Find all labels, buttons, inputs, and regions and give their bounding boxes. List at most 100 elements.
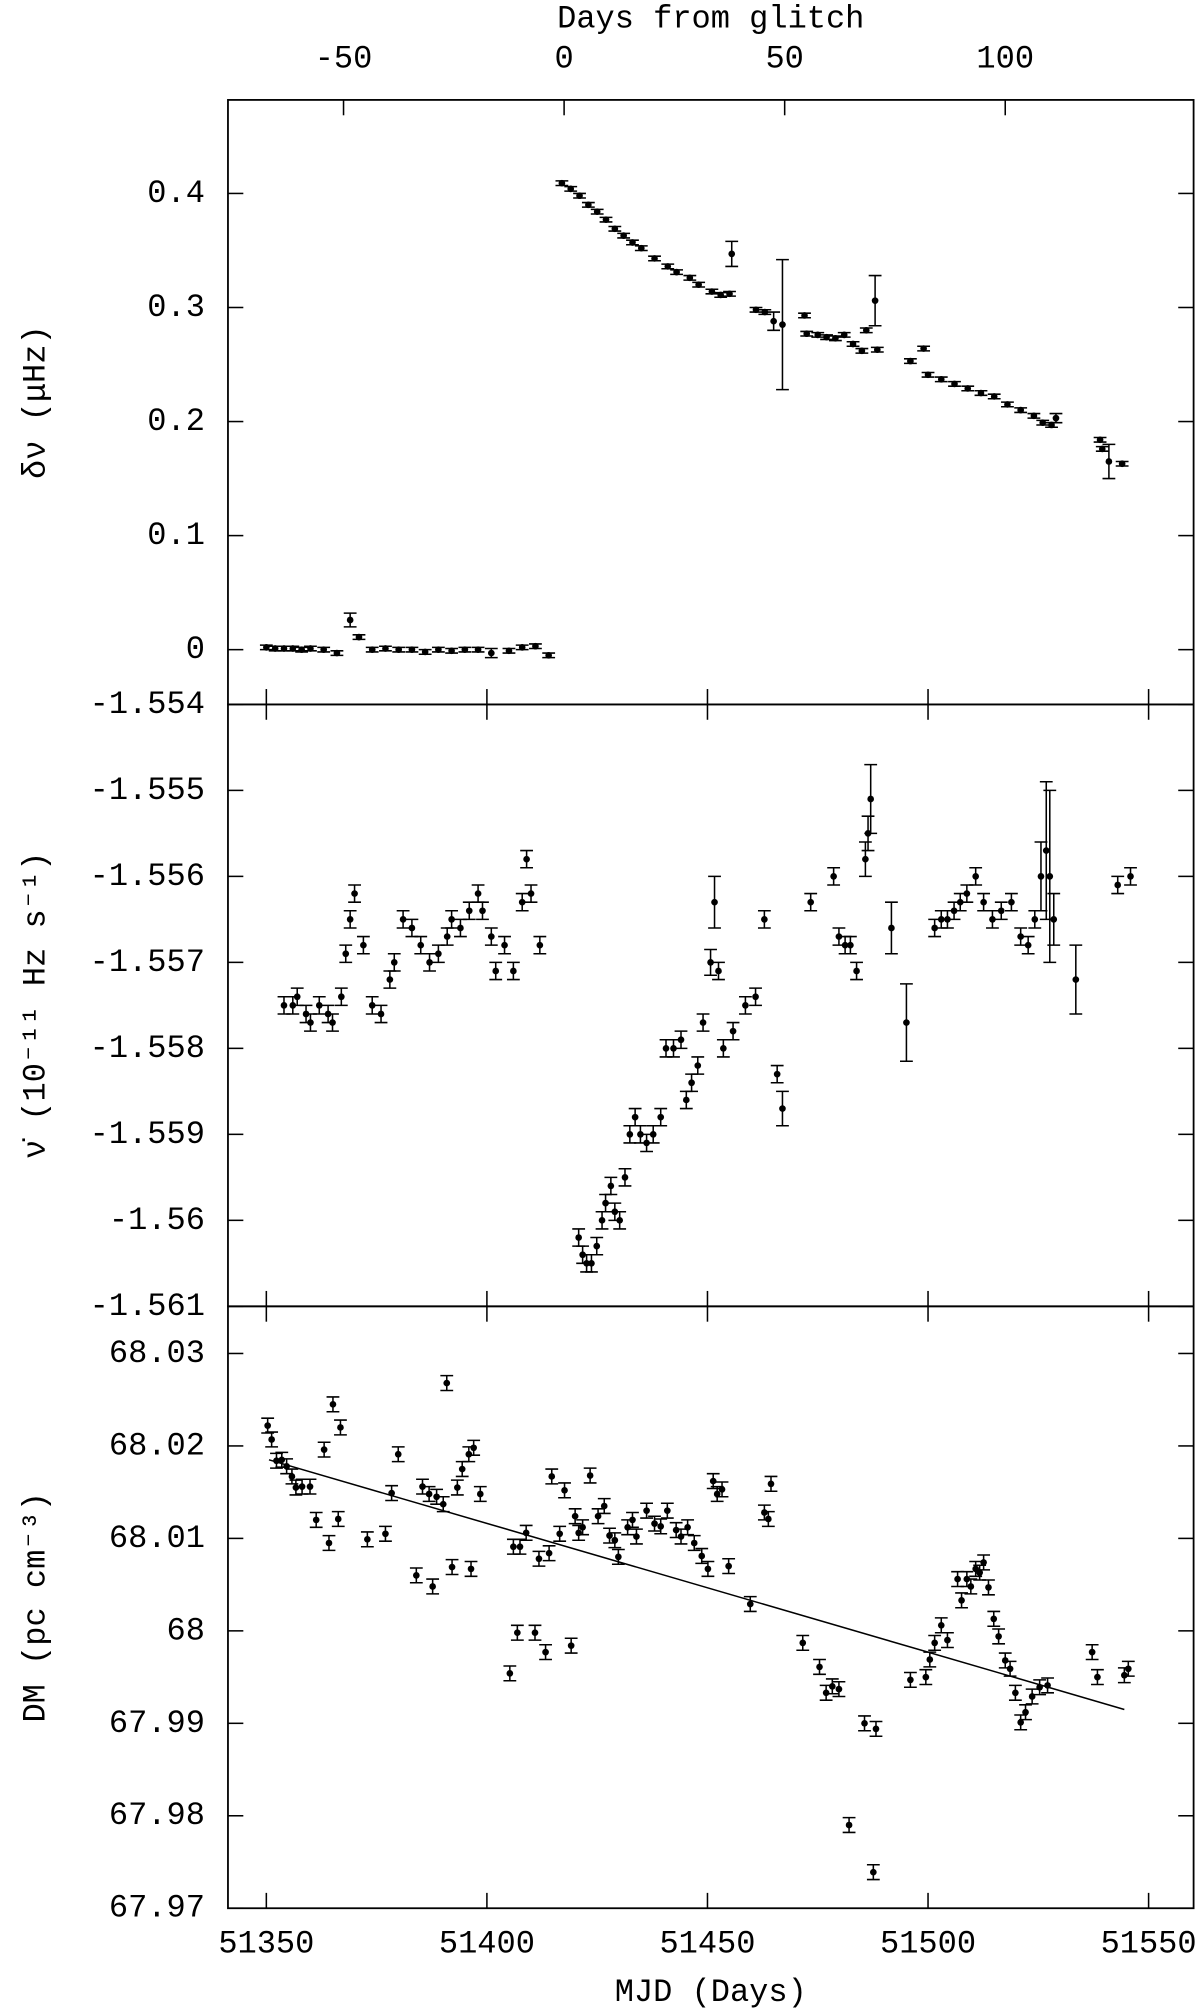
- data-point: [1088, 1648, 1096, 1656]
- data-point: [518, 898, 526, 906]
- data-point: [1012, 1689, 1019, 1697]
- data-point: [467, 1565, 475, 1573]
- data-point: [268, 1436, 275, 1443]
- data-point: [673, 268, 680, 276]
- data-point: [492, 967, 500, 975]
- data-point: [329, 1019, 336, 1026]
- data-point: [1037, 873, 1045, 880]
- data-point: [1008, 898, 1015, 906]
- data-point: [643, 1507, 650, 1514]
- data-point: [435, 950, 442, 958]
- data-point: [651, 255, 658, 262]
- data-point: [576, 192, 583, 200]
- data-point: [448, 916, 455, 923]
- data-point: [548, 1473, 556, 1480]
- data-point: [598, 1217, 606, 1224]
- top-tick-label: 0: [555, 40, 574, 77]
- data-point: [288, 1473, 296, 1480]
- data-point: [924, 371, 932, 379]
- data-point: [980, 898, 987, 906]
- data-point: [972, 873, 980, 880]
- data-point: [695, 281, 702, 289]
- data-point: [516, 1543, 524, 1551]
- data-point: [765, 1515, 772, 1523]
- data-point: [620, 232, 627, 239]
- data-point: [523, 855, 530, 863]
- data-point: [579, 1523, 586, 1531]
- data-point: [907, 357, 914, 365]
- data-point: [458, 1465, 466, 1473]
- data-point: [770, 317, 777, 325]
- data-point: [662, 1045, 670, 1052]
- data-point: [346, 616, 354, 624]
- y-tick-label: -1.558: [90, 1030, 205, 1067]
- data-point: [631, 1113, 639, 1121]
- data-point: [439, 1500, 447, 1508]
- data-point: [807, 898, 815, 906]
- fit-line: [268, 1459, 1125, 1711]
- data-point: [870, 1868, 877, 1876]
- data-point: [752, 306, 760, 314]
- data-point: [663, 1507, 671, 1514]
- data-point: [377, 1010, 385, 1018]
- data-point: [454, 1484, 461, 1491]
- data-point: [845, 1821, 853, 1829]
- data-point: [536, 941, 544, 949]
- data-point: [306, 1483, 314, 1490]
- data-point: [698, 1552, 706, 1560]
- data-point: [858, 347, 866, 355]
- y-axis-label: ν̇ (10⁻¹¹ Hz s⁻¹): [17, 852, 54, 1159]
- data-point: [708, 288, 716, 295]
- data-point: [527, 890, 535, 897]
- data-point: [1017, 406, 1025, 414]
- data-point: [637, 244, 645, 252]
- data-point: [746, 1600, 754, 1608]
- data-point: [828, 1683, 836, 1690]
- data-point: [964, 385, 972, 392]
- data-point: [320, 1446, 328, 1453]
- y-tick-label: 0.4: [147, 175, 205, 212]
- data-point: [474, 646, 482, 653]
- data-point: [726, 290, 733, 298]
- data-point: [531, 1629, 539, 1637]
- data-point: [346, 916, 354, 923]
- data-point: [1050, 916, 1058, 923]
- data-point: [514, 1629, 521, 1637]
- data-point: [861, 1719, 868, 1727]
- data-point: [840, 331, 848, 339]
- data-point: [425, 1490, 433, 1498]
- data-point: [1121, 1671, 1128, 1679]
- data-point: [967, 1583, 975, 1590]
- data-point: [649, 1131, 657, 1138]
- data-point: [621, 1174, 629, 1181]
- data-point: [1124, 1665, 1132, 1673]
- y-tick-label: 67.98: [109, 1797, 205, 1834]
- data-point: [977, 389, 985, 397]
- data-point: [1017, 1719, 1025, 1726]
- data-point: [588, 1259, 595, 1267]
- y-tick-label: 67.97: [109, 1890, 205, 1927]
- data-point: [535, 1555, 543, 1563]
- data-point: [816, 1663, 823, 1671]
- data-point: [338, 993, 345, 1001]
- data-point: [360, 941, 367, 949]
- data-point: [421, 648, 429, 656]
- data-point: [556, 1530, 564, 1538]
- data-point: [506, 1670, 514, 1677]
- data-point: [611, 225, 619, 233]
- data-point: [1031, 916, 1039, 923]
- data-point: [337, 1424, 344, 1431]
- data-point: [677, 1036, 685, 1044]
- data-point: [699, 1019, 707, 1026]
- data-point: [382, 645, 389, 652]
- data-point: [271, 645, 279, 652]
- data-point: [315, 1002, 323, 1009]
- data-point: [873, 346, 881, 354]
- data-point: [729, 1027, 737, 1035]
- data-point: [448, 1563, 456, 1571]
- y-tick-label: 68.02: [109, 1427, 205, 1464]
- data-point: [633, 1533, 640, 1540]
- data-point: [426, 959, 433, 966]
- data-point: [501, 941, 508, 949]
- data-point: [684, 1523, 691, 1531]
